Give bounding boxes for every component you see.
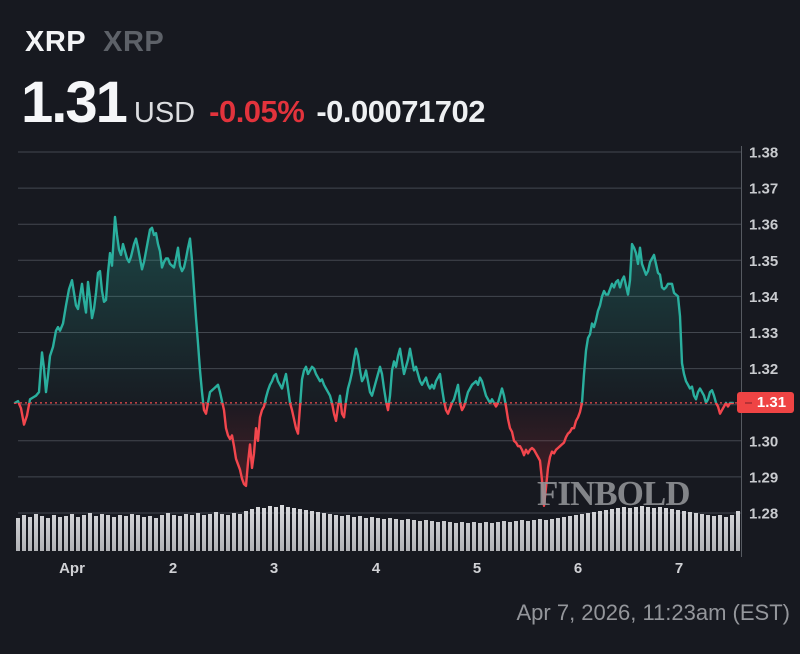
svg-text:7: 7 — [675, 560, 683, 577]
svg-text:1.38: 1.38 — [749, 145, 778, 162]
current-price-label: 1.31 — [756, 394, 787, 412]
svg-text:1.30: 1.30 — [749, 433, 778, 450]
area-fills — [15, 217, 733, 506]
svg-text:1.28: 1.28 — [749, 506, 778, 523]
svg-text:5: 5 — [473, 560, 481, 577]
volume-bars — [16, 505, 740, 551]
svg-text:1.34: 1.34 — [749, 289, 779, 306]
price-value: 1.31 — [21, 70, 128, 135]
svg-text:1.33: 1.33 — [749, 325, 778, 342]
symbol-header: XRP XRP — [25, 26, 164, 59]
svg-text:1.29: 1.29 — [749, 469, 778, 486]
svg-text:4: 4 — [372, 560, 381, 577]
svg-text:3: 3 — [270, 560, 278, 577]
svg-text:6: 6 — [574, 560, 582, 577]
chart-timestamp: Apr 7, 2026, 11:23am (EST) — [516, 600, 790, 625]
y-axis-labels: 1.381.371.361.351.341.331.321.311.301.29… — [749, 145, 779, 523]
badge-tick-dash — [744, 401, 752, 404]
symbol-ticker: XRP — [25, 26, 87, 58]
svg-text:1.32: 1.32 — [749, 361, 778, 378]
svg-text:2: 2 — [169, 560, 177, 577]
svg-text:1.36: 1.36 — [749, 217, 778, 234]
price-line — [13, 215, 735, 507]
price-change-absolute: -0.00071702 — [316, 94, 485, 129]
current-price-badge: 1.31 — [737, 392, 794, 414]
symbol-name: XRP — [103, 26, 165, 58]
svg-text:1.37: 1.37 — [749, 181, 778, 198]
x-axis-labels: Apr 2 3 4 5 6 7 — [59, 560, 683, 577]
price-header: 1.31 USD -0.05% -0.00071702 — [21, 74, 485, 132]
svg-text:Apr: Apr — [59, 560, 85, 577]
price-change-percent: -0.05% — [209, 94, 305, 129]
svg-text:1.35: 1.35 — [749, 253, 778, 270]
price-currency: USD — [133, 97, 196, 129]
